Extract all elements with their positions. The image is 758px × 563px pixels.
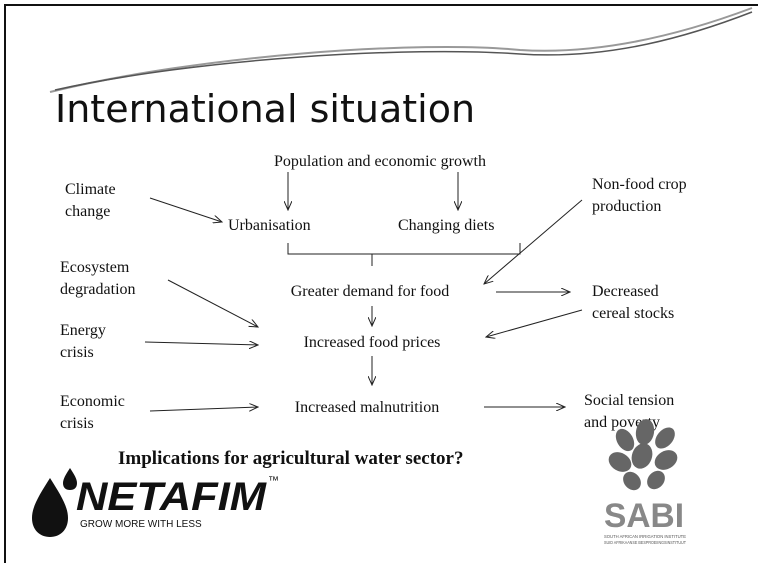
node-label: Increased malnutrition (295, 399, 439, 416)
node-label: Ecosystem (60, 259, 130, 276)
sabi-logo: SABI SOUTH AFRICAN IRRIGATION INSTITUTE … (604, 419, 686, 545)
sabi-name: SABI (604, 497, 684, 535)
node-label: Economic (60, 393, 125, 410)
netafim-name: NETAFIM (76, 475, 268, 519)
node-label: crisis (60, 344, 94, 361)
node-label: cereal stocks (592, 305, 674, 322)
arrow (149, 197, 222, 222)
netafim-logo: NETAFIM ™ GROW MORE WITH LESS (32, 468, 279, 537)
node-label: Climate (65, 181, 116, 198)
arrow (484, 199, 583, 284)
title: International situation (55, 87, 475, 131)
node-label: Greater demand for food (291, 283, 450, 300)
nodes: Population and economic growth Climate cha… (60, 153, 687, 432)
arrow (149, 407, 258, 412)
node-label: Increased food prices (304, 334, 441, 351)
node-label: Decreased (592, 283, 659, 300)
node-label: degradation (60, 281, 136, 298)
brace (287, 243, 521, 266)
sabi-line: SUID AFRIKAANSE BESPROEIINGSINSTITUUT (604, 540, 686, 545)
sabi-line: SOUTH AFRICAN IRRIGATION INSTITUTE (604, 534, 686, 539)
node-label: Changing diets (398, 217, 494, 234)
slide-border (4, 4, 758, 563)
netafim-slogan: GROW MORE WITH LESS (80, 519, 202, 530)
trademark: ™ (268, 475, 279, 487)
node-label: Urbanisation (228, 217, 311, 234)
drop-icon (32, 478, 68, 537)
node-label: Social tension (584, 392, 674, 409)
leaf-cluster (608, 419, 678, 491)
question: Implications for agricultural water sect… (118, 448, 463, 469)
drop-icon (63, 468, 77, 490)
node-label: Energy (60, 322, 106, 339)
node-label: change (65, 203, 110, 220)
node-label: Non-food crop (592, 176, 687, 193)
arrow (486, 309, 583, 337)
node-label: crisis (60, 415, 94, 432)
swoosh (54, 11, 753, 91)
node-label: Population and economic growth (274, 153, 486, 170)
arrows (144, 172, 583, 412)
arrow (144, 342, 258, 345)
node-label: production (592, 198, 661, 215)
swoosh (49, 7, 753, 93)
arrow (167, 279, 258, 327)
